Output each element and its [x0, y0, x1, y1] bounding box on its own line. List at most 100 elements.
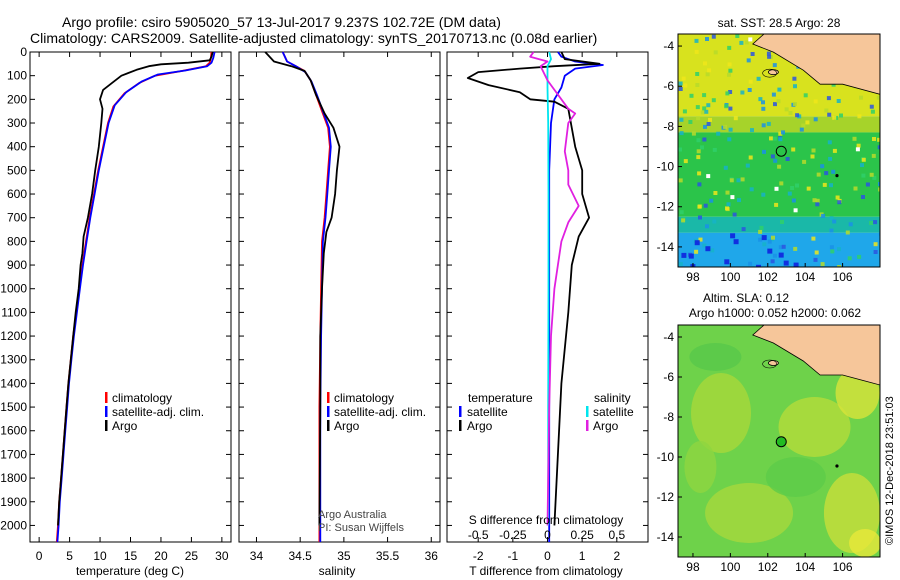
sst-pixel: [878, 182, 880, 186]
sst-pixel: [821, 213, 826, 218]
sst-pixel: [695, 83, 700, 87]
title-line-1: Argo profile: csiro 5905020_57 13-Jul-20…: [62, 14, 501, 30]
sst-pixel: [697, 182, 702, 187]
diff-legend-temp-swatch: [459, 406, 462, 417]
sst-pixel: [735, 34, 740, 38]
profile-location-marker: [775, 436, 787, 448]
temperature-legend-swatch: [105, 392, 108, 403]
sst-pixel: [703, 203, 708, 208]
sst-pixel: [727, 137, 732, 142]
temperature-x-tick-label: 10: [93, 549, 107, 563]
sst-pixel: [824, 171, 829, 176]
sst-pixel: [835, 195, 840, 200]
diff-legend-temp-label: satellite: [467, 405, 508, 419]
salinity-legend-label: Argo: [334, 419, 360, 433]
sst-pixel: [777, 164, 782, 169]
sst-pixel: [822, 182, 827, 187]
temperature-series-climatology: [55, 51, 213, 543]
sst-pixel: [837, 200, 842, 205]
sst-pixel: [762, 149, 766, 154]
diff-legend-sal-swatch: [586, 420, 589, 431]
p-sst-lon-tick-label: 104: [795, 270, 815, 284]
sst-pixel: [770, 259, 775, 264]
sst-pixel: [746, 58, 751, 63]
island-enggano: [767, 360, 779, 366]
diff-legend-temp-swatch: [459, 420, 462, 431]
diff-legend-temp-heading: temperature: [468, 391, 533, 405]
sst-missing-pixel: [730, 195, 735, 200]
temperature-x-tick-label: 20: [154, 549, 168, 563]
depth-tick-label: 1200: [0, 329, 27, 343]
sst-pixel: [704, 109, 709, 114]
sst-pixel: [772, 63, 777, 68]
sst-pixel: [705, 37, 709, 41]
island-enggano: [767, 69, 779, 76]
temperature-x-tick-label: 5: [66, 549, 73, 563]
sst-pixel: [772, 136, 777, 141]
sst-pixel: [728, 106, 733, 111]
sst-pixel: [759, 225, 764, 230]
sst-pixel: [824, 108, 829, 113]
sst-pixel: [688, 253, 694, 259]
sla-anomaly-blob: [778, 397, 851, 457]
sst-pixel: [766, 51, 771, 56]
sst-pixel: [740, 90, 745, 95]
sst-pixel: [810, 154, 815, 159]
temperature-panel: 0100200300400500600700800900100011001200…: [0, 45, 232, 563]
sst-pixel: [861, 195, 865, 199]
p-sla-lat-tick-label: -10: [657, 450, 675, 464]
sst-pixel: [793, 84, 797, 89]
sst-pixel: [761, 123, 766, 128]
sst-pixel: [791, 147, 796, 152]
sst-pixel: [812, 198, 817, 203]
sst-pixel: [679, 117, 684, 122]
temperature-frame: [29, 51, 232, 543]
sst-missing-pixel: [855, 147, 860, 152]
sst-pixel: [708, 117, 712, 122]
sst-pixel: [791, 198, 796, 203]
sst-pixel: [829, 183, 833, 188]
sst-pixel: [712, 147, 717, 152]
sst-pixel: [713, 50, 718, 55]
sst-pixel: [806, 186, 811, 191]
sst-pixel: [872, 137, 876, 141]
sst-pixel: [712, 219, 717, 224]
title-line-2: Climatology: CARS2009. Satellite-adjuste…: [30, 30, 597, 46]
sst-missing-pixel: [706, 174, 711, 179]
sst-pixel: [728, 90, 733, 94]
sst-pixel: [776, 99, 781, 104]
temperature-legend-label: climatology: [112, 391, 172, 405]
difference-x-tick-label: 0: [544, 549, 551, 563]
p-sst-frame: [677, 33, 881, 268]
sst-pixel: [783, 260, 789, 266]
sst-pixel: [803, 93, 808, 98]
depth-tick-label: 0: [20, 45, 27, 59]
sst-pixel: [678, 262, 683, 266]
sst-pixel: [723, 165, 728, 170]
sst-pixel: [781, 244, 786, 249]
difference-secondary-xlabel: S difference from climatology: [469, 513, 624, 527]
sst-pixel: [694, 249, 699, 254]
bathymetry-contour: [762, 359, 777, 369]
sst-pixel: [761, 235, 767, 241]
sst-pixel: [801, 123, 806, 128]
sst-pixel: [747, 88, 752, 92]
depth-tick-label: 1100: [1, 305, 27, 319]
sst-pixel: [829, 245, 834, 250]
diff-secondary-tick-label: -0.5: [468, 528, 489, 542]
sst-pixel: [831, 82, 836, 87]
sla-anomaly-blob: [765, 457, 826, 497]
sst-pixel: [876, 95, 880, 100]
sst-pixel: [860, 163, 864, 168]
sla-anomaly-blob: [849, 529, 880, 557]
sst-pixel: [861, 157, 866, 162]
sst-pixel: [678, 178, 683, 183]
sst-pixel: [705, 72, 710, 77]
sla-anomaly-blob: [691, 373, 752, 453]
sst-pixel: [865, 182, 870, 187]
sst-pixel: [703, 124, 707, 129]
sst-region: [678, 116, 880, 133]
p-sla-lon-tick-label: 106: [833, 560, 853, 574]
profile-location-marker: [775, 145, 787, 157]
